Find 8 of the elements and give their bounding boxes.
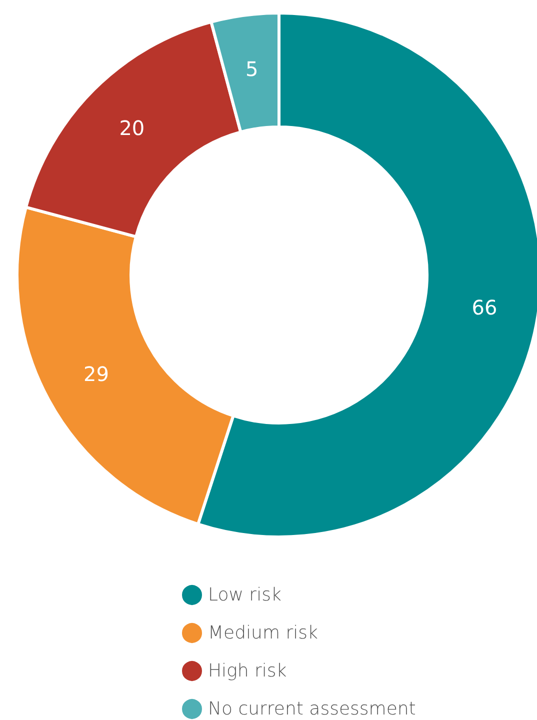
- data-label: 29: [83, 362, 109, 386]
- legend-label: Low risk: [208, 584, 282, 606]
- data-label: 20: [119, 116, 145, 140]
- legend-label: No current assessment: [208, 698, 416, 720]
- legend-label: Medium risk: [208, 622, 318, 644]
- data-label: 5: [245, 56, 258, 81]
- legend-label: High risk: [208, 660, 287, 682]
- data-label: 66: [472, 296, 498, 320]
